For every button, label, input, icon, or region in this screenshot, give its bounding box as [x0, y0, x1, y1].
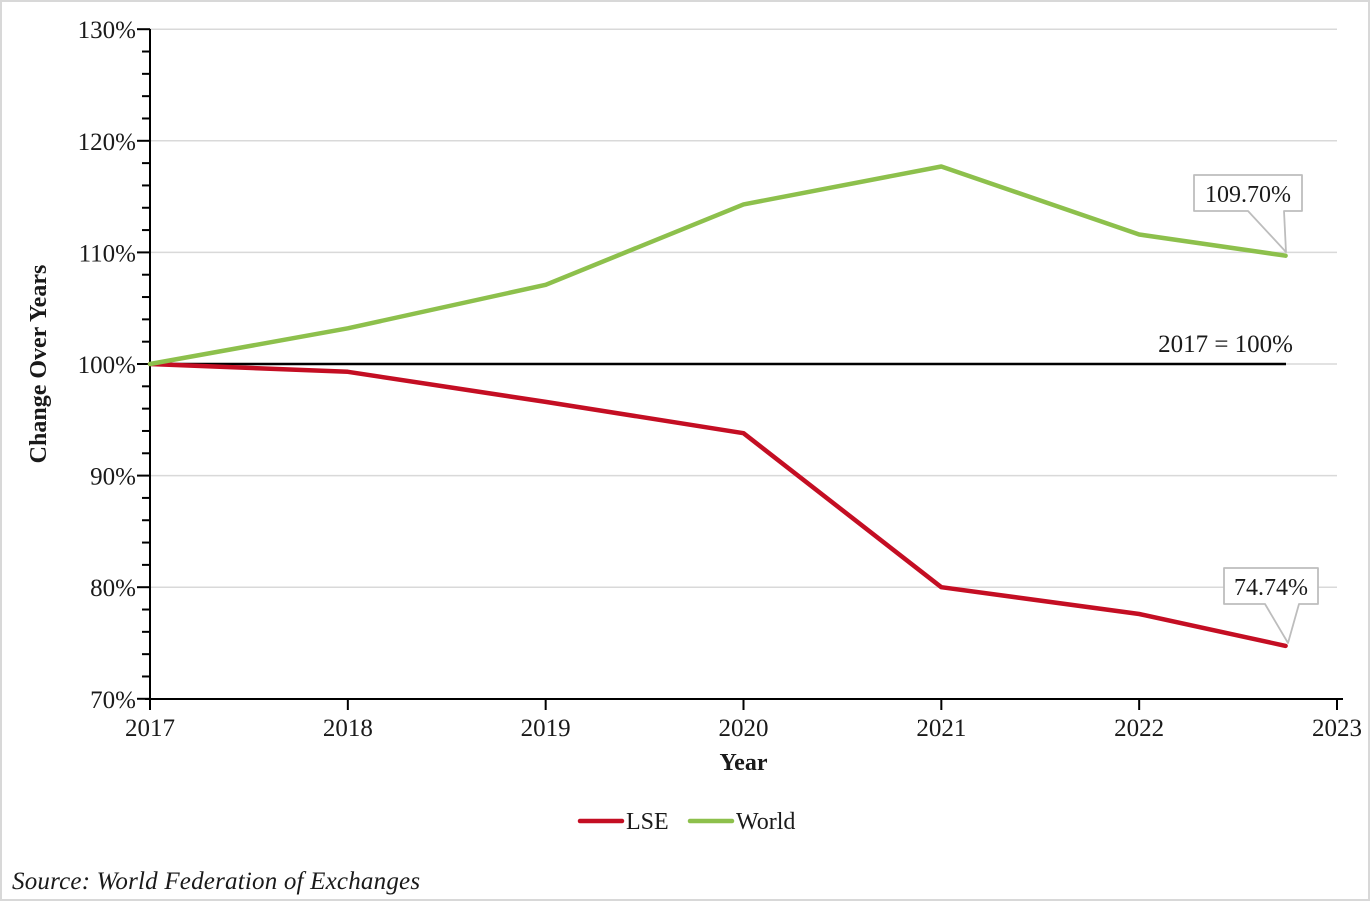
baseline-annotation: 2017 = 100%: [1158, 331, 1293, 358]
legend-label-world: World: [736, 809, 795, 835]
x-tick-label-2022: 2022: [1114, 715, 1164, 742]
x-tick-label-2020: 2020: [719, 715, 769, 742]
callout-lse-end-value-bubble: [1223, 567, 1319, 644]
y-tick-label-120%: 120%: [78, 129, 136, 156]
x-tick-label-2017: 2017: [125, 715, 175, 742]
x-tick-label-2021: 2021: [916, 715, 966, 742]
callout-lse-end-value: 74.74%: [1234, 575, 1308, 601]
y-axis-title: Change Over Years: [26, 265, 52, 464]
callout-world-end-value-bubble: [1193, 174, 1303, 253]
y-tick-label-90%: 90%: [90, 464, 136, 491]
legend-label-lse: LSE: [626, 809, 669, 835]
x-axis-title: Year: [720, 750, 768, 776]
y-tick-label-130%: 130%: [78, 17, 136, 44]
x-tick-label-2019: 2019: [521, 715, 571, 742]
y-tick-label-100%: 100%: [78, 352, 136, 379]
callout-world-end-value: 109.70%: [1205, 182, 1291, 208]
y-tick-label-110%: 110%: [79, 240, 136, 267]
source-note: Source: World Federation of Exchanges: [12, 868, 421, 895]
world-line: [147, 164, 1288, 367]
lse-line: [147, 361, 1288, 649]
x-tick-label-2018: 2018: [323, 715, 373, 742]
y-tick-label-70%: 70%: [90, 687, 136, 714]
x-tick-label-2023: 2023: [1312, 715, 1362, 742]
y-tick-label-80%: 80%: [90, 575, 136, 602]
line-chart: 2017 = 100% 70% 80% 90% 100% 110% 120% 130% 2017…: [26, 17, 1362, 835]
